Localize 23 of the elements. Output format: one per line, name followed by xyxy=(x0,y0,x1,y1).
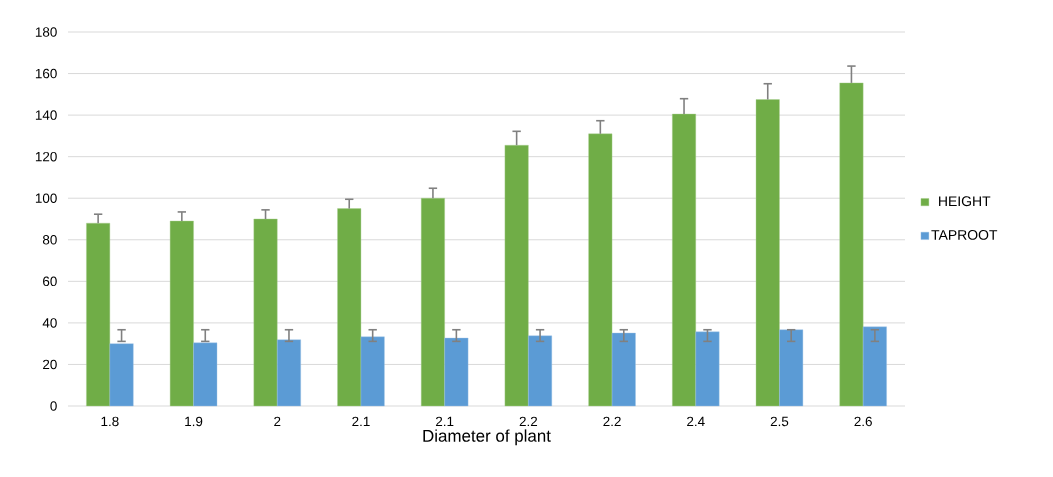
x-tick-label: 2.1 xyxy=(352,416,370,427)
y-tick-label: 140 xyxy=(35,110,57,120)
x-tick-label: 2 xyxy=(274,416,281,427)
y-tick-label: 0 xyxy=(50,401,57,411)
x-axis-title: Diameter of plant xyxy=(423,429,551,446)
y-tick-label: 180 xyxy=(35,27,57,37)
y-tick-label: 80 xyxy=(42,235,57,245)
y-tick-label: 160 xyxy=(35,68,57,79)
x-tick-label: 2.1 xyxy=(435,416,454,427)
y-tick-label: 20 xyxy=(43,359,57,370)
x-tick-label: 2.5 xyxy=(770,416,789,427)
x-tick-label: 2.2 xyxy=(519,416,538,427)
x-tick-label: 2.4 xyxy=(687,416,705,427)
x-tick-label: 1.9 xyxy=(185,416,203,427)
legend-label: HEIGHT xyxy=(939,196,991,207)
y-tick-label: 60 xyxy=(43,276,57,287)
y-tick-label: 120 xyxy=(35,151,57,162)
legend-label: TAPROOT xyxy=(931,229,998,240)
x-tick-label: 2.2 xyxy=(603,416,621,427)
y-tick-label: 100 xyxy=(35,193,57,203)
y-tick-label: 40 xyxy=(42,318,57,328)
x-tick-label: 2.6 xyxy=(854,416,872,427)
x-tick-label: 1.8 xyxy=(101,416,119,427)
